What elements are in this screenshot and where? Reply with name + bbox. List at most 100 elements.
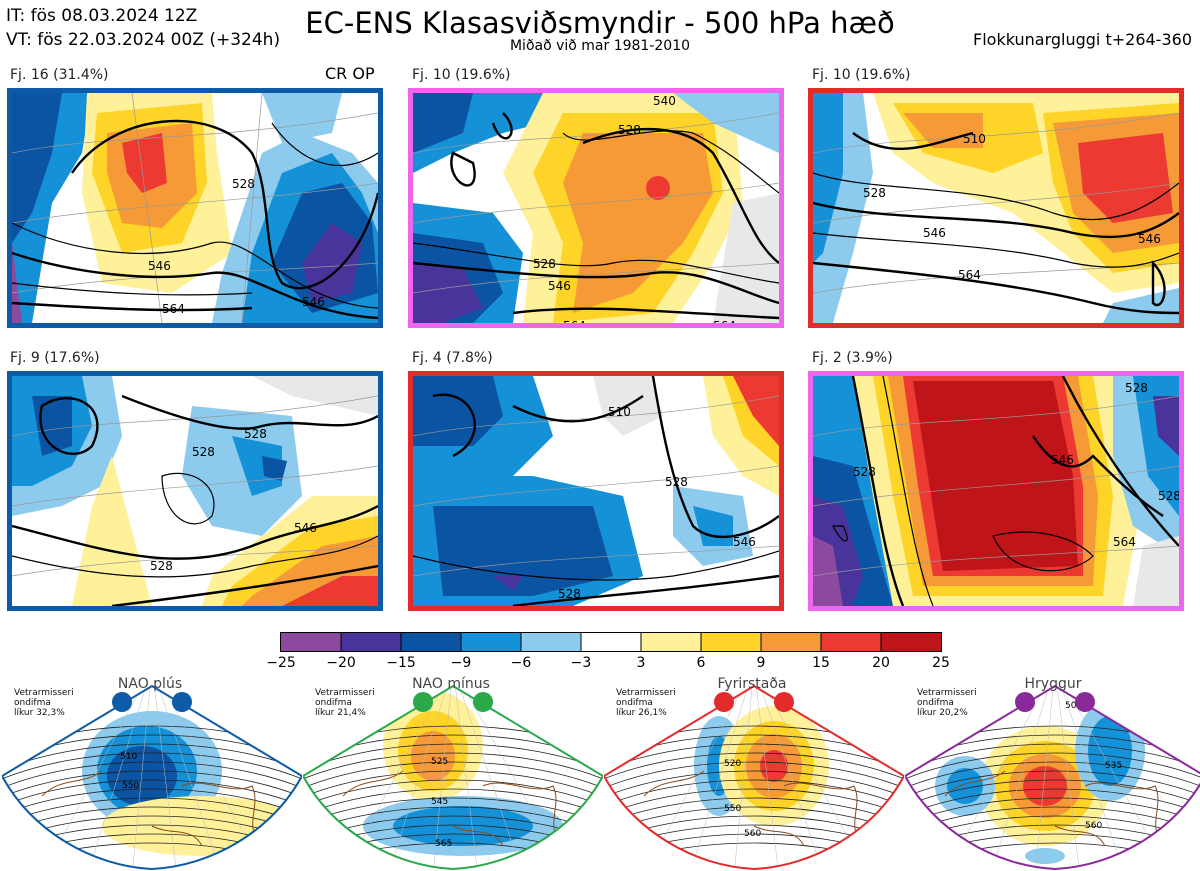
regime-marker-dot [413,692,433,712]
colorbar-tick-label: −6 [510,655,532,671]
panel-1-label: Fj. 16 (31.4%) [10,67,109,83]
regime-note-line: líkur 32,3% [14,708,65,718]
colorbar-swatch [281,633,342,651]
regime-contour-label: 550 [724,804,741,814]
contour-label: 528 [150,559,173,573]
anomaly-shading [947,768,983,804]
page-title: EC-ENS Klasasviðsmyndir - 500 hPa hæð [305,6,895,40]
cluster-map-5[interactable]: 510 528 546 528 546 [408,371,784,611]
contour-label: 546 [1138,232,1161,246]
cluster-map-6[interactable]: 528 546 564 528 528 [808,371,1184,611]
panel-5-label: Fj. 4 (7.8%) [412,350,493,366]
cluster-window: Flokkunargluggi t+264-360 [973,30,1192,49]
panel-4-label: Fj. 9 (17.6%) [10,350,100,366]
colorbar-tick-label: 3 [636,655,646,671]
regime-note-line: ondifma [315,698,352,708]
colorbar-tick-label: −20 [326,655,356,671]
colorbar-tick-label: −9 [450,655,472,671]
regime-note-line: ondifma [917,698,954,708]
regime-map: 505 535 560 [905,684,1200,871]
regime-title: Fyrirstaða [717,676,787,692]
contour-label: 528 [192,445,215,459]
regime-contour-label: 560 [744,829,761,839]
regime-contour-label: 510 [120,752,137,762]
anomaly-shading [393,806,533,846]
regime-title: Hryggur [1024,676,1082,692]
contour-label: 528 [863,186,886,200]
colorbar-swatch [461,633,522,651]
regime-note: Vetrarmisseri ondifma líkur 32,3% [14,688,74,718]
regime-title: NAO mínus [412,676,490,692]
contour-label: 546 [733,535,756,549]
colorbar-swatch [341,633,402,651]
regime-nao-plus[interactable]: 510 550 NAO plús Vetrarmisseri ondifma líkur … [2,676,302,871]
anomaly-shading [411,731,455,781]
contour-label: 528 [244,427,267,441]
regime-marker-dot [714,692,734,712]
regime-note-line: Vetrarmisseri [315,688,375,698]
initial-time: IT: fös 08.03.2024 12Z [6,6,198,26]
regime-note-line: ondifma [616,698,653,708]
regime-contour-label: 520 [724,759,741,769]
colorbar-tick-label: 25 [932,655,950,671]
regime-marker-dot [473,692,493,712]
regime-note-line: Vetrarmisseri [616,688,676,698]
panel-1-tag: CR OP [325,64,375,83]
contour-label: 546 [548,279,571,293]
regime-map: 520 550 560 [604,684,904,871]
cluster-map-3[interactable]: 510 528 546 564 546 [808,88,1184,328]
regime-title: NAO plús [117,676,183,692]
anomaly-shading [1025,848,1065,864]
valid-time: VT: fös 22.03.2024 00Z (+324h) [6,30,281,50]
page-subtitle: Miðað við mar 1981-2010 [509,38,691,54]
regime-note-line: Vetrarmisseri [14,688,74,698]
colorbar-tick-label: −25 [266,655,296,671]
contour-label: 546 [302,295,325,309]
panel-2-label: Fj. 10 (19.6%) [412,67,511,83]
regime-contour-label: 505 [1065,701,1082,711]
contour-label: 528 [1125,381,1148,395]
contour-label: 564 [162,302,185,316]
contour-label: 546 [1051,453,1074,467]
contour-label: 510 [608,405,631,419]
regime-note-line: Vetrarmisseri [917,688,977,698]
regime-marker-dot [112,692,132,712]
panel-3-label: Fj. 10 (19.6%) [812,67,911,83]
regime-marker-dot [1015,692,1035,712]
regime-contour-label: 545 [431,797,448,807]
regime-note: Vetrarmisseri ondifma líkur 20,2% [917,688,977,718]
colorbar [280,632,942,652]
contour-label: 528 [533,257,556,271]
regime-note-line: líkur 26,1% [616,708,667,718]
cluster-map-4[interactable]: 528 528 546 528 546 564 [7,371,383,611]
regime-note: Vetrarmisseri ondifma líkur 26,1% [616,688,676,718]
regime-contour-label: 550 [122,781,139,791]
regime-blocking[interactable]: 520 550 560 Fyrirstaða Vetrarmisseri ondifma l… [604,676,904,871]
colorbar-swatch [401,633,462,651]
regime-note-line: líkur 20,2% [917,708,968,718]
contour-label: 528 [558,587,581,601]
colorbar-tick-label: 15 [812,655,830,671]
contour-label: 564 [563,319,586,323]
colorbar-swatch [581,633,642,651]
colorbar-tick-label: 6 [696,655,706,671]
colorbar-swatch [641,633,702,651]
contour-label: 528 [232,177,255,191]
colorbar-swatch [821,633,882,651]
contour-label: 546 [148,259,171,273]
regime-note-line: ondifma [14,698,51,708]
cluster-map-2[interactable]: 540 528 528 546 564 564 [408,88,784,328]
contour-label: 564 [958,268,981,282]
regime-ridge[interactable]: 505 535 560 Hryggur Vetrarmisseri ondifma líku… [905,676,1200,871]
contour-label: 546 [923,226,946,240]
regime-nao-minus[interactable]: 525 545 565 NAO mínus Vetrarmisseri ondifma lí… [303,676,603,871]
cluster-map-1[interactable]: 528 546 564 546 564 [7,88,383,328]
contour-label: 546 [623,605,646,606]
contour-label: 564 [713,319,736,323]
anomaly-shading [1088,716,1132,786]
regime-marker-dot [774,692,794,712]
contour-label: 528 [665,475,688,489]
contour-label: 546 [294,521,317,535]
regime-map: 525 545 565 [303,684,603,871]
contour-label: 564 [1113,535,1136,549]
